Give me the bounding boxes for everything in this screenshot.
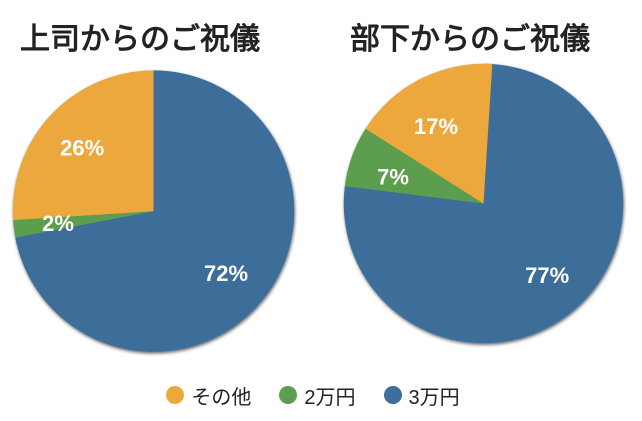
svg-text:77%: 77%: [525, 263, 569, 288]
svg-text:72%: 72%: [204, 261, 248, 286]
svg-text:26%: 26%: [60, 135, 104, 160]
svg-text:2%: 2%: [42, 211, 74, 236]
svg-text:7%: 7%: [377, 164, 409, 189]
svg-text:17%: 17%: [414, 114, 458, 139]
